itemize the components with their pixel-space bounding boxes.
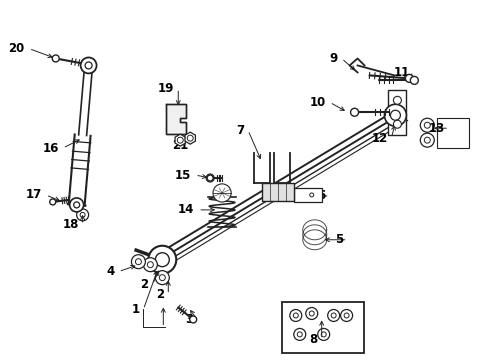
Text: 11: 11 [394,66,410,79]
Text: 21: 21 [172,139,188,152]
Circle shape [294,313,298,318]
Circle shape [294,328,306,340]
Circle shape [328,310,340,321]
Circle shape [76,209,89,221]
Circle shape [70,198,84,212]
Text: 4: 4 [106,265,115,278]
Text: 1: 1 [131,303,140,316]
Circle shape [309,311,314,316]
Bar [262,183,294,201]
Text: 15: 15 [175,168,191,181]
Circle shape [297,332,302,337]
Polygon shape [185,132,196,144]
Circle shape [74,202,80,208]
Text: 20: 20 [9,42,25,55]
Text: 9: 9 [329,52,338,65]
Text: 2: 2 [140,278,148,291]
Bar [282,302,364,353]
Bar [389,90,406,135]
Polygon shape [166,104,186,134]
Circle shape [318,328,330,340]
Text: 8: 8 [310,333,318,346]
Circle shape [155,253,169,267]
Text: 5: 5 [335,233,343,246]
Bar [294,188,322,202]
Circle shape [321,332,326,337]
Text: 12: 12 [371,132,388,145]
Text: 18: 18 [62,218,78,231]
Circle shape [209,176,212,180]
Polygon shape [175,134,185,146]
Circle shape [159,275,165,280]
Circle shape [424,122,430,128]
Text: 16: 16 [42,141,59,155]
Text: 19: 19 [158,82,174,95]
Circle shape [131,255,146,269]
Circle shape [405,75,414,82]
Text: 10: 10 [310,96,326,109]
Circle shape [420,118,434,132]
Circle shape [393,96,401,104]
Circle shape [85,62,92,69]
Circle shape [393,120,401,128]
Circle shape [306,307,318,319]
Circle shape [344,313,349,318]
Circle shape [290,310,302,321]
Circle shape [147,262,153,268]
Circle shape [177,137,183,143]
Circle shape [155,271,169,285]
Circle shape [135,259,142,265]
Circle shape [190,316,196,323]
Circle shape [424,137,430,143]
Text: 6: 6 [318,189,326,202]
Circle shape [207,175,213,181]
Circle shape [148,246,176,274]
Circle shape [341,310,353,321]
Circle shape [310,193,314,197]
Text: 7: 7 [236,124,244,137]
Circle shape [80,212,85,217]
Text: 2: 2 [156,288,164,301]
Circle shape [187,135,193,141]
Circle shape [410,76,418,84]
Circle shape [144,258,157,272]
Circle shape [331,313,336,318]
Circle shape [420,133,434,147]
Circle shape [385,104,406,126]
Circle shape [81,58,97,73]
Text: 3: 3 [185,313,193,326]
Text: 17: 17 [25,188,42,202]
Bar [437,118,469,148]
Circle shape [213,184,231,202]
Text: 13: 13 [429,122,445,135]
Circle shape [206,174,214,182]
Circle shape [391,110,400,120]
Circle shape [52,55,59,62]
Circle shape [50,199,56,205]
Circle shape [350,108,359,116]
Text: 14: 14 [178,203,194,216]
